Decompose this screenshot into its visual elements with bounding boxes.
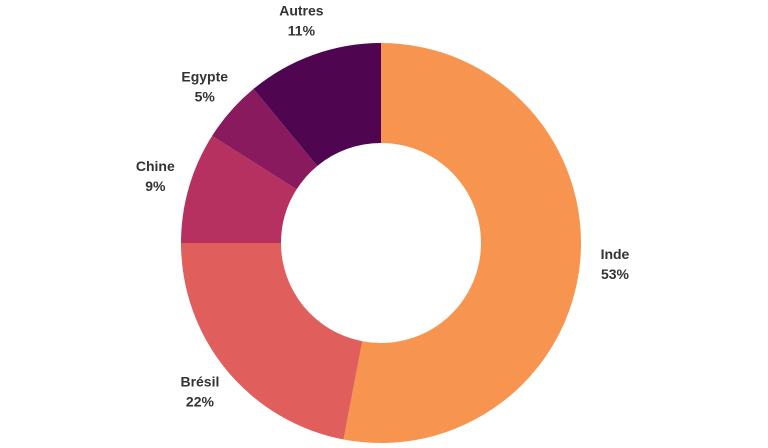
donut-slice: [343, 43, 581, 443]
donut-slice: [212, 88, 318, 190]
slice-label: Inde: [601, 246, 630, 262]
value-label: 5%: [195, 88, 216, 104]
slice-label: Egypte: [181, 68, 228, 84]
value-label: 22%: [186, 393, 215, 409]
donut-slice: [253, 43, 381, 166]
value-label: 11%: [288, 23, 316, 39]
value-label: 9%: [145, 178, 166, 194]
donut-slice: [181, 243, 363, 440]
donut-slice: [181, 135, 297, 243]
value-label: 53%: [601, 266, 630, 282]
slice-label: Autres: [279, 3, 324, 19]
slice-label: Chine: [136, 158, 175, 174]
slice-label: Brésil: [180, 373, 219, 389]
